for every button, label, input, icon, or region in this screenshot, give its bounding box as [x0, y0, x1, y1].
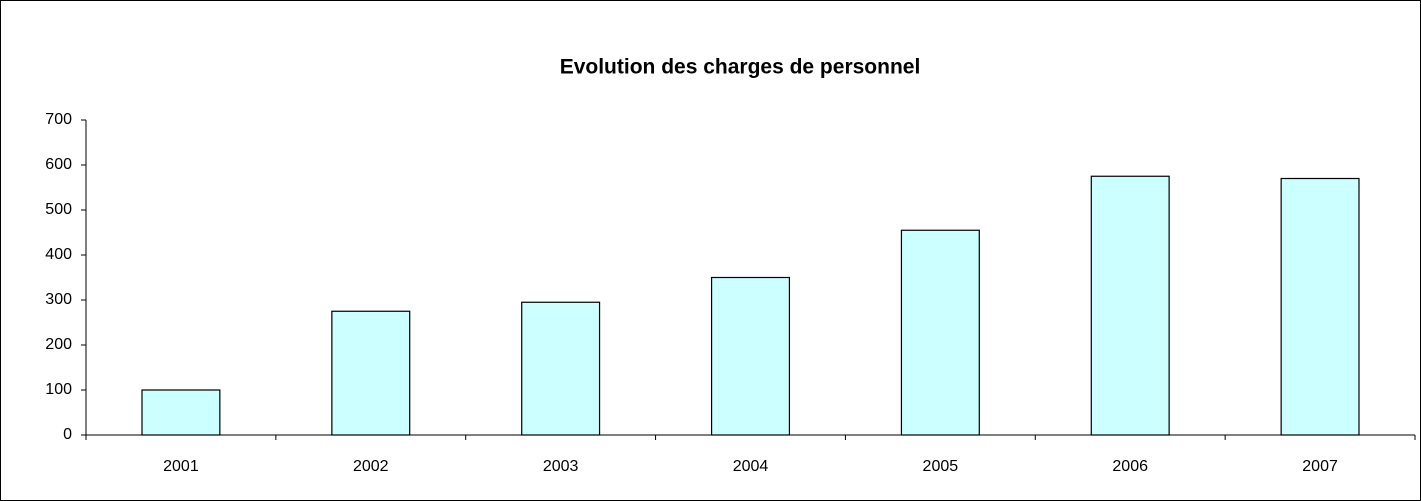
bar — [521, 301, 601, 436]
x-tick-label: 2004 — [733, 458, 769, 475]
x-tick-label: 2005 — [923, 458, 959, 475]
bar — [1090, 175, 1170, 436]
x-tick-label: 2007 — [1302, 458, 1338, 475]
y-tick-label: 600 — [45, 156, 72, 173]
x-tick-label: 2003 — [543, 458, 579, 475]
bar — [1280, 177, 1360, 436]
chart-title: Evolution des charges de personnel — [560, 56, 921, 79]
bar — [710, 276, 791, 436]
y-tick-label: 0 — [63, 426, 72, 443]
y-tick-label: 500 — [45, 201, 72, 218]
y-tick-label: 700 — [45, 111, 72, 128]
bar — [331, 310, 411, 436]
x-tick-label: 2006 — [1112, 458, 1148, 475]
y-tick-label: 400 — [45, 246, 72, 263]
x-tick-label: 2001 — [163, 458, 199, 475]
y-tick-label: 200 — [45, 336, 72, 353]
y-tick-label: 100 — [45, 381, 72, 398]
bar — [900, 229, 980, 436]
x-tick-label: 2002 — [353, 458, 389, 475]
bar — [141, 389, 221, 436]
y-tick-label: 300 — [45, 291, 72, 308]
